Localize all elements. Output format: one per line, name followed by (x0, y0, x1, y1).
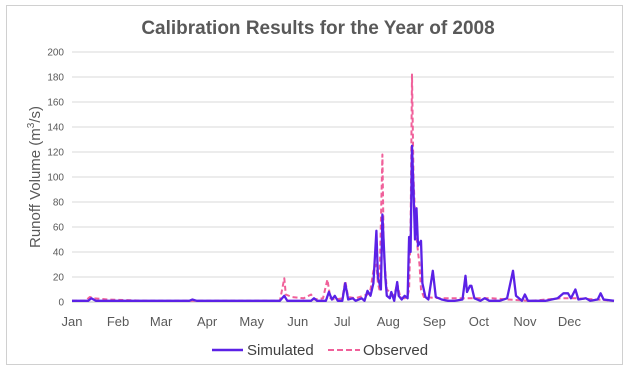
x-tick-label: Sep (423, 314, 446, 329)
y-axis-label: Runoff Volume (m3/s) (26, 106, 44, 248)
x-tick-label: Jan (62, 314, 83, 329)
legend-label-simulated: Simulated (247, 342, 314, 359)
x-axis-ticks: Jan Feb Mar Apr May Jun Jul Aug Sep Oct Nov Dec (62, 314, 582, 329)
y-tick-label: 140 (47, 123, 64, 134)
y-tick-label: 100 (47, 173, 64, 184)
chart-title: Calibration Results for the Year of 2008 (141, 18, 494, 39)
x-tick-label: Aug (377, 314, 400, 329)
y-axis-ticks: 0 20 40 60 80 100 120 140 160 180 200 (47, 48, 64, 309)
x-tick-label: Dec (558, 314, 582, 329)
x-tick-label: Jul (334, 314, 351, 329)
x-tick-label: Oct (469, 314, 490, 329)
y-tick-label: 120 (47, 148, 64, 159)
y-tick-label: 40 (53, 248, 65, 259)
legend-label-observed: Observed (363, 342, 428, 359)
y-tick-label: 200 (47, 48, 64, 59)
chart-frame (6, 5, 623, 365)
y-tick-label: 60 (53, 223, 65, 234)
x-tick-label: Mar (150, 314, 173, 329)
grid-lines (72, 51, 614, 303)
x-tick-label: May (239, 314, 264, 329)
x-tick-label: Jun (287, 314, 308, 329)
y-tick-label: 20 (53, 273, 65, 284)
series-layer (72, 73, 615, 302)
legend: Simulated Observed (212, 342, 428, 359)
x-tick-label: Apr (197, 314, 218, 329)
x-tick-label: Feb (107, 314, 129, 329)
y-tick-label: 0 (58, 298, 64, 309)
x-tick-label: Nov (513, 314, 537, 329)
y-tick-label: 80 (53, 198, 65, 209)
y-tick-label: 180 (47, 73, 64, 84)
series-line-observed (72, 73, 615, 302)
y-tick-label: 160 (47, 98, 64, 109)
series-line-simulated (72, 144, 615, 302)
